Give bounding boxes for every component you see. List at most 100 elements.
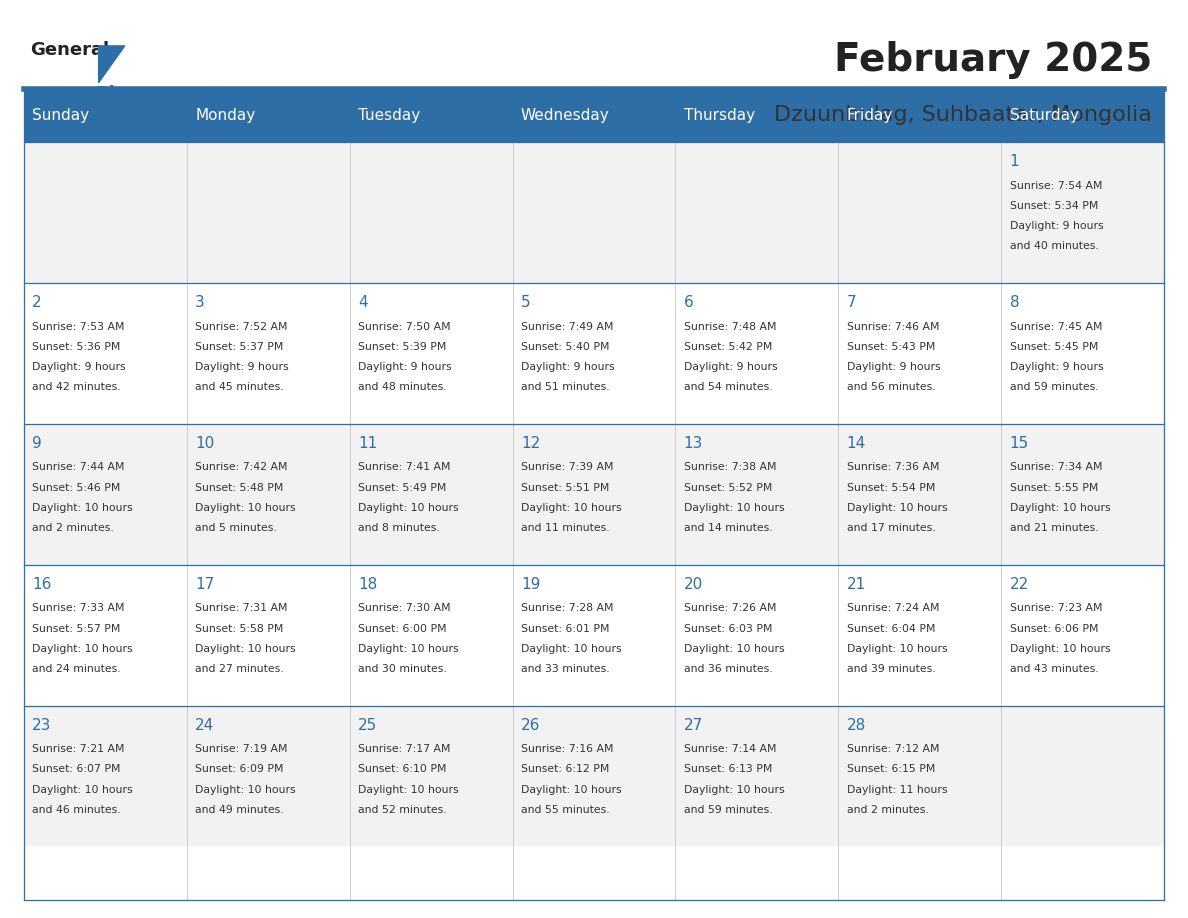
Text: Sunrise: 7:17 AM: Sunrise: 7:17 AM — [358, 744, 450, 754]
Text: Sunrise: 7:26 AM: Sunrise: 7:26 AM — [684, 603, 776, 613]
Text: Daylight: 10 hours: Daylight: 10 hours — [195, 785, 296, 794]
Bar — [24, 424, 1164, 565]
Text: and 51 minutes.: and 51 minutes. — [520, 382, 609, 392]
Text: Sunset: 6:06 PM: Sunset: 6:06 PM — [1010, 623, 1098, 633]
Text: 2: 2 — [32, 295, 42, 310]
Text: Daylight: 9 hours: Daylight: 9 hours — [195, 362, 289, 372]
Text: Sunrise: 7:44 AM: Sunrise: 7:44 AM — [32, 463, 125, 473]
Text: Sunrise: 7:54 AM: Sunrise: 7:54 AM — [1010, 181, 1102, 191]
Text: 15: 15 — [1010, 436, 1029, 451]
Text: Sunrise: 7:24 AM: Sunrise: 7:24 AM — [847, 603, 940, 613]
Bar — [24, 283, 1164, 424]
Text: Sunrise: 7:50 AM: Sunrise: 7:50 AM — [358, 321, 450, 331]
Text: Sunset: 5:55 PM: Sunset: 5:55 PM — [1010, 483, 1098, 493]
Text: 12: 12 — [520, 436, 541, 451]
Text: and 8 minutes.: and 8 minutes. — [358, 523, 440, 533]
Text: Sunrise: 7:19 AM: Sunrise: 7:19 AM — [195, 744, 287, 754]
Text: and 56 minutes.: and 56 minutes. — [847, 382, 935, 392]
Text: Sunrise: 7:36 AM: Sunrise: 7:36 AM — [847, 463, 940, 473]
Text: Sunset: 5:42 PM: Sunset: 5:42 PM — [684, 341, 772, 352]
Text: Daylight: 10 hours: Daylight: 10 hours — [358, 503, 459, 513]
Text: Daylight: 10 hours: Daylight: 10 hours — [684, 785, 784, 794]
Text: Daylight: 9 hours: Daylight: 9 hours — [1010, 362, 1104, 372]
Text: and 27 minutes.: and 27 minutes. — [195, 664, 284, 674]
Text: Sunset: 5:48 PM: Sunset: 5:48 PM — [195, 483, 284, 493]
Text: Thursday: Thursday — [684, 108, 754, 123]
Text: Sunrise: 7:12 AM: Sunrise: 7:12 AM — [847, 744, 940, 754]
Text: Sunrise: 7:31 AM: Sunrise: 7:31 AM — [195, 603, 287, 613]
Text: and 33 minutes.: and 33 minutes. — [520, 664, 609, 674]
Text: 10: 10 — [195, 436, 214, 451]
Text: Daylight: 11 hours: Daylight: 11 hours — [847, 785, 947, 794]
Text: Daylight: 9 hours: Daylight: 9 hours — [358, 362, 451, 372]
Text: 26: 26 — [520, 718, 541, 733]
Text: 27: 27 — [684, 718, 703, 733]
Bar — [24, 706, 1164, 846]
Text: Sunset: 6:15 PM: Sunset: 6:15 PM — [847, 765, 935, 774]
Text: Sunset: 5:43 PM: Sunset: 5:43 PM — [847, 341, 935, 352]
Text: Friday: Friday — [847, 108, 893, 123]
Text: General: General — [30, 41, 109, 60]
Bar — [24, 89, 1164, 142]
Text: 16: 16 — [32, 577, 51, 592]
Text: Sunrise: 7:16 AM: Sunrise: 7:16 AM — [520, 744, 613, 754]
Text: 20: 20 — [684, 577, 703, 592]
Text: Sunrise: 7:21 AM: Sunrise: 7:21 AM — [32, 744, 125, 754]
Text: Sunrise: 7:42 AM: Sunrise: 7:42 AM — [195, 463, 287, 473]
Text: Daylight: 10 hours: Daylight: 10 hours — [847, 644, 947, 654]
Text: 28: 28 — [847, 718, 866, 733]
Text: Sunset: 5:58 PM: Sunset: 5:58 PM — [195, 623, 284, 633]
Text: Saturday: Saturday — [1010, 108, 1079, 123]
Text: Sunday: Sunday — [32, 108, 89, 123]
Text: 5: 5 — [520, 295, 531, 310]
Text: Sunrise: 7:23 AM: Sunrise: 7:23 AM — [1010, 603, 1102, 613]
Text: 25: 25 — [358, 718, 377, 733]
Text: Sunrise: 7:46 AM: Sunrise: 7:46 AM — [847, 321, 940, 331]
Text: Daylight: 10 hours: Daylight: 10 hours — [520, 644, 621, 654]
Text: and 24 minutes.: and 24 minutes. — [32, 664, 121, 674]
Text: 7: 7 — [847, 295, 857, 310]
Text: and 30 minutes.: and 30 minutes. — [358, 664, 447, 674]
Text: 18: 18 — [358, 577, 377, 592]
Text: Sunrise: 7:48 AM: Sunrise: 7:48 AM — [684, 321, 776, 331]
Text: and 2 minutes.: and 2 minutes. — [32, 523, 114, 533]
Text: Sunrise: 7:34 AM: Sunrise: 7:34 AM — [1010, 463, 1102, 473]
Text: Sunset: 5:52 PM: Sunset: 5:52 PM — [684, 483, 772, 493]
Bar — [24, 142, 1164, 283]
Text: Sunset: 5:36 PM: Sunset: 5:36 PM — [32, 341, 120, 352]
Text: Daylight: 10 hours: Daylight: 10 hours — [358, 644, 459, 654]
Text: 4: 4 — [358, 295, 367, 310]
Text: Sunset: 6:03 PM: Sunset: 6:03 PM — [684, 623, 772, 633]
Text: and 59 minutes.: and 59 minutes. — [684, 805, 772, 814]
Text: Sunset: 6:13 PM: Sunset: 6:13 PM — [684, 765, 772, 774]
Text: Sunset: 5:45 PM: Sunset: 5:45 PM — [1010, 341, 1098, 352]
Text: Sunrise: 7:45 AM: Sunrise: 7:45 AM — [1010, 321, 1102, 331]
Text: 23: 23 — [32, 718, 51, 733]
Text: Daylight: 9 hours: Daylight: 9 hours — [1010, 221, 1104, 231]
Text: Daylight: 10 hours: Daylight: 10 hours — [684, 503, 784, 513]
Text: and 52 minutes.: and 52 minutes. — [358, 805, 447, 814]
Text: 11: 11 — [358, 436, 377, 451]
Text: Sunset: 5:49 PM: Sunset: 5:49 PM — [358, 483, 447, 493]
Text: and 48 minutes.: and 48 minutes. — [358, 382, 447, 392]
Text: Daylight: 10 hours: Daylight: 10 hours — [1010, 503, 1111, 513]
Text: Tuesday: Tuesday — [358, 108, 421, 123]
Text: and 46 minutes.: and 46 minutes. — [32, 805, 121, 814]
Text: Blue: Blue — [95, 85, 140, 104]
Text: and 5 minutes.: and 5 minutes. — [195, 523, 277, 533]
Text: February 2025: February 2025 — [834, 40, 1152, 79]
Text: Daylight: 10 hours: Daylight: 10 hours — [1010, 644, 1111, 654]
Text: and 54 minutes.: and 54 minutes. — [684, 382, 772, 392]
Text: Daylight: 10 hours: Daylight: 10 hours — [32, 785, 133, 794]
Text: Wednesday: Wednesday — [520, 108, 609, 123]
Text: and 55 minutes.: and 55 minutes. — [520, 805, 609, 814]
Text: and 43 minutes.: and 43 minutes. — [1010, 664, 1098, 674]
Text: Daylight: 10 hours: Daylight: 10 hours — [520, 785, 621, 794]
Text: 13: 13 — [684, 436, 703, 451]
Text: Sunset: 5:54 PM: Sunset: 5:54 PM — [847, 483, 935, 493]
Text: and 42 minutes.: and 42 minutes. — [32, 382, 121, 392]
Polygon shape — [99, 46, 125, 83]
Text: 17: 17 — [195, 577, 214, 592]
Text: Sunset: 5:46 PM: Sunset: 5:46 PM — [32, 483, 120, 493]
Text: Sunset: 6:09 PM: Sunset: 6:09 PM — [195, 765, 284, 774]
